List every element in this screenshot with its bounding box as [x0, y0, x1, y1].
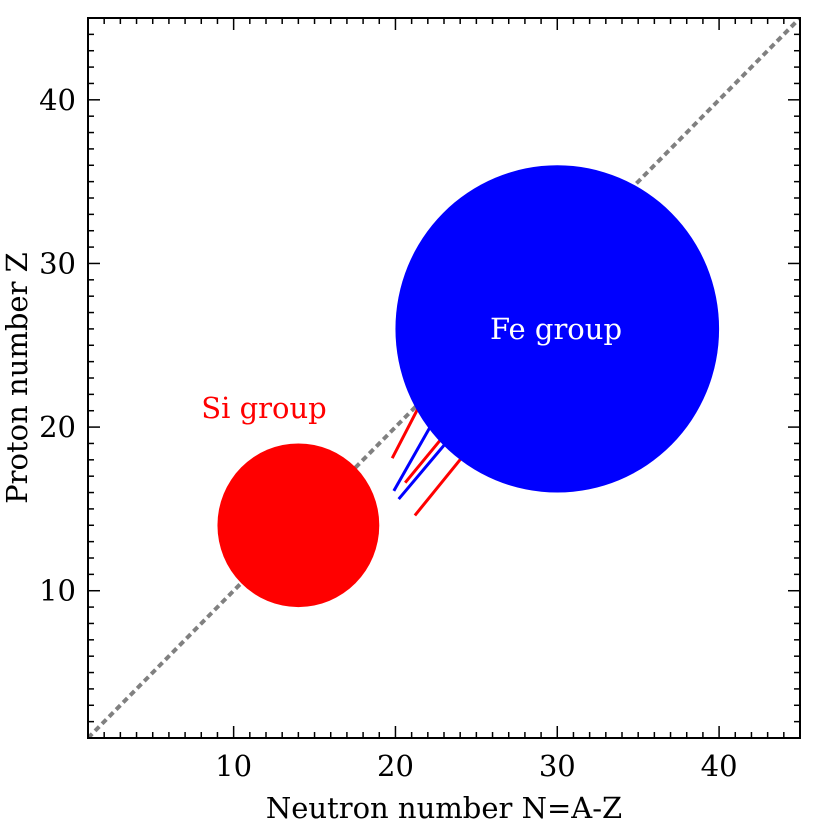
reference-line — [88, 18, 800, 738]
x-axis-label: Neutron number N=A-Z — [266, 791, 622, 825]
x-tick-label: 20 — [377, 749, 414, 783]
si-group-circle — [217, 443, 380, 608]
y-axis-label: Proton number Z — [0, 252, 34, 504]
y-tick-label: 20 — [39, 410, 76, 444]
x-tick-label: 40 — [701, 749, 738, 783]
axis-ticks — [87, 17, 801, 739]
fe-group-label: Fe group — [490, 312, 622, 346]
y-tick-label: 10 — [39, 574, 76, 608]
fe-group-circle — [395, 165, 720, 493]
y-tick-label: 40 — [39, 83, 76, 117]
x-tick-label: 30 — [539, 749, 576, 783]
si-group-label: Si group — [201, 391, 327, 425]
y-tick-label: 30 — [39, 246, 76, 280]
plot-area — [88, 18, 800, 738]
x-tick-label: 10 — [215, 749, 252, 783]
